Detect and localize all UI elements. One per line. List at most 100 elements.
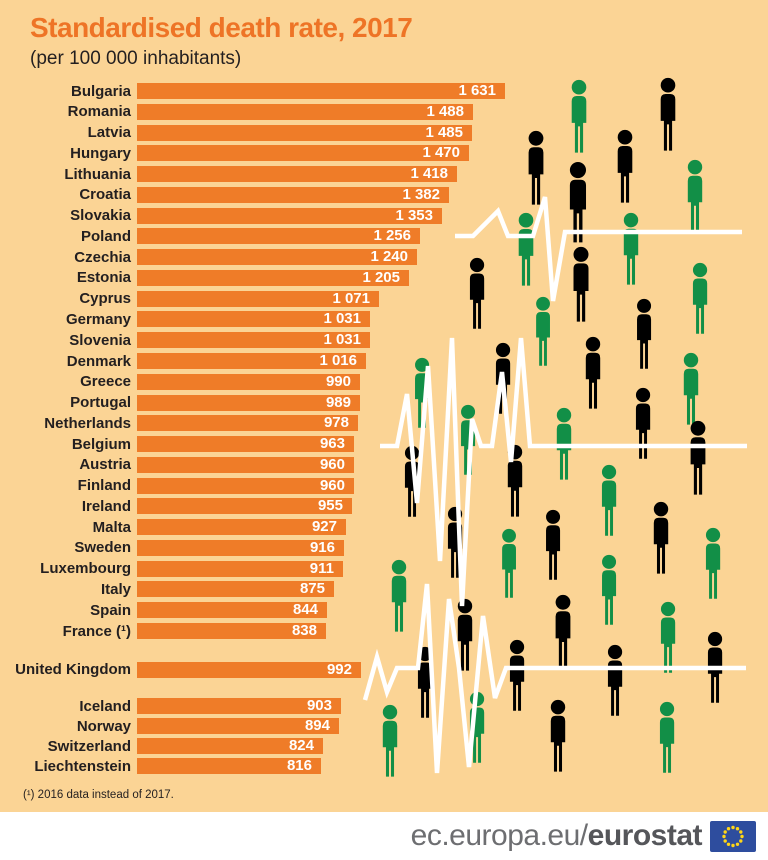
value-bar: 1 071 — [137, 289, 379, 307]
bar-row: Germany 1 031 — [0, 310, 768, 328]
country-label: Lithuania — [64, 165, 131, 183]
value-bar: 838 — [137, 622, 326, 640]
heartbeat-line — [362, 583, 746, 774]
bar-value: 1 488 — [426, 102, 464, 120]
bar-value: 1 240 — [370, 248, 408, 266]
value-bar: 1 031 — [137, 310, 370, 328]
bar-row: France (¹) 838 — [0, 622, 768, 640]
country-label: Malta — [92, 518, 131, 536]
bar-row: Latvia 1 485 — [0, 123, 768, 142]
bar-value: 903 — [306, 697, 332, 714]
footnote: (¹) 2016 data instead of 2017. — [23, 789, 174, 801]
page-title: Standardised death rate, 2017 — [30, 12, 413, 43]
bar-row: Sweden 916 — [0, 539, 768, 556]
bar-row: United Kingdom 992 — [0, 661, 768, 678]
country-label: Greece — [80, 373, 131, 391]
country-label: France (¹) — [62, 622, 131, 640]
value-bar: 992 — [137, 661, 361, 678]
value-bar: 960 — [137, 476, 354, 494]
country-label: Luxembourg — [40, 560, 131, 578]
bar-value: 960 — [319, 455, 345, 473]
bar-value: 824 — [288, 737, 314, 754]
country-label: United Kingdom — [15, 661, 131, 678]
country-label: Belgium — [71, 435, 131, 453]
bar-row: Cyprus 1 071 — [0, 289, 768, 308]
bar-row: Denmark 1 016 — [0, 352, 768, 370]
value-bar: 875 — [137, 580, 334, 598]
value-bar: 816 — [137, 758, 321, 774]
bar-row: Czechia 1 240 — [0, 248, 768, 266]
country-label: Ireland — [81, 497, 131, 515]
country-label: Slovenia — [69, 331, 131, 349]
bar-row: Poland 1 256 — [0, 228, 768, 245]
country-label: Cyprus — [79, 290, 131, 308]
bar-value: 838 — [291, 622, 317, 640]
value-bar: 955 — [137, 498, 352, 515]
bar-value: 875 — [299, 580, 325, 598]
country-label: Croatia — [79, 186, 131, 204]
value-bar: 1 382 — [137, 186, 449, 203]
bar-value: 1 071 — [332, 289, 370, 307]
bar-row: Switzerland 824 — [0, 737, 768, 755]
bar-value: 1 485 — [425, 123, 463, 141]
bar-row: Slovakia 1 353 — [0, 207, 768, 225]
bar-value: 963 — [319, 435, 345, 453]
bar-value: 1 470 — [422, 144, 460, 162]
country-label: Bulgaria — [70, 82, 131, 100]
value-bar: 911 — [137, 560, 343, 577]
value-bar: 927 — [137, 519, 346, 536]
value-bar: 1 631 — [137, 83, 505, 99]
bar-row: Iceland 903 — [0, 697, 768, 715]
heartbeat-line — [380, 337, 747, 607]
bar-row: Portugal 989 — [0, 394, 768, 411]
bar-row: Austria 960 — [0, 455, 768, 474]
footer-url-prefix: ec.europa.eu/ — [410, 819, 588, 852]
country-label: Romania — [67, 103, 131, 121]
value-bar: 990 — [137, 372, 360, 390]
bar-row: Slovenia 1 031 — [0, 331, 768, 349]
country-label: Finland — [77, 477, 131, 495]
value-bar: 844 — [137, 601, 327, 619]
value-bar: 1 016 — [137, 353, 366, 369]
bar-value: 844 — [292, 601, 318, 619]
value-bar: 1 485 — [137, 123, 472, 141]
bar-row: Lithuania 1 418 — [0, 165, 768, 183]
bar-value: 1 031 — [323, 310, 361, 328]
bar-row: Malta 927 — [0, 518, 768, 536]
footer-url: ec.europa.eu/eurostat — [410, 819, 703, 853]
bar-row: Greece 990 — [0, 372, 768, 391]
value-bar: 978 — [137, 414, 358, 432]
value-bar: 916 — [137, 539, 344, 556]
country-label: Spain — [90, 601, 131, 619]
country-label: Liechtenstein — [34, 757, 131, 775]
bar-value: 978 — [323, 414, 349, 432]
value-bar: 1 353 — [137, 207, 442, 224]
page-subtitle: (per 100 000 inhabitants) — [30, 48, 242, 69]
country-label: Denmark — [66, 352, 131, 370]
country-label: Switzerland — [47, 737, 131, 755]
bar-value: 894 — [304, 717, 330, 734]
country-label: Iceland — [79, 697, 131, 715]
bar-row: Italy 875 — [0, 580, 768, 598]
bar-value: 1 031 — [323, 331, 361, 349]
bar-row: Bulgaria 1 631 — [0, 82, 768, 100]
bar-value: 816 — [286, 757, 312, 774]
bar-row: Hungary 1 470 — [0, 144, 768, 162]
bar-row: Spain 844 — [0, 601, 768, 619]
bar-row: Romania 1 488 — [0, 102, 768, 121]
value-bar: 903 — [137, 698, 341, 714]
bar-value: 960 — [319, 476, 345, 494]
bar-value: 1 016 — [319, 352, 357, 369]
eu-flag-icon — [710, 820, 756, 852]
country-label: Austria — [79, 456, 131, 474]
value-bar: 894 — [137, 718, 339, 734]
value-bar: 1 488 — [137, 102, 473, 120]
bar-value: 990 — [325, 372, 351, 390]
bar-row: Netherlands 978 — [0, 414, 768, 432]
bar-row: Norway 894 — [0, 718, 768, 735]
country-label: Hungary — [70, 144, 131, 162]
bar-value: 1 631 — [458, 82, 496, 99]
country-label: Latvia — [87, 124, 131, 142]
country-label: Slovakia — [70, 207, 131, 225]
